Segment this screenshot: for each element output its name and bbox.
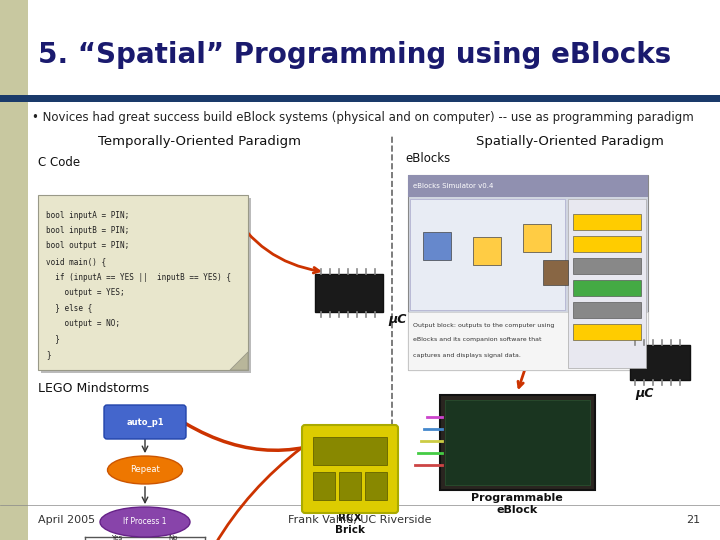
Bar: [339, 472, 361, 500]
Bar: [473, 237, 501, 265]
Text: Temporally-Oriented Paradigm: Temporally-Oriented Paradigm: [99, 136, 302, 148]
Polygon shape: [230, 352, 248, 370]
Text: μC: μC: [388, 314, 406, 327]
Text: Spatially-Oriented Paradigm: Spatially-Oriented Paradigm: [476, 136, 664, 148]
Bar: [573, 302, 641, 318]
Bar: [573, 214, 641, 230]
Text: C Code: C Code: [38, 156, 80, 168]
Text: If Process 1: If Process 1: [123, 517, 167, 526]
Bar: [41, 198, 251, 373]
Text: μC: μC: [635, 388, 653, 401]
Bar: [445, 400, 590, 485]
FancyBboxPatch shape: [104, 405, 186, 439]
Text: RCX
Brick: RCX Brick: [335, 513, 365, 535]
Text: Frank Vahid, UC Riverside: Frank Vahid, UC Riverside: [288, 515, 432, 525]
Text: bool inputA = PIN;: bool inputA = PIN;: [46, 211, 130, 219]
Bar: [0, 0, 28, 540]
Bar: [573, 258, 641, 274]
Text: 21: 21: [686, 515, 700, 525]
Bar: [573, 280, 641, 296]
Bar: [573, 236, 641, 252]
Bar: [313, 472, 335, 500]
Text: eBlocks and its companion software that: eBlocks and its companion software that: [413, 338, 541, 342]
Text: bool inputB = PIN;: bool inputB = PIN;: [46, 226, 130, 235]
Bar: [0, 95, 720, 102]
Text: LEGO Mindstorms: LEGO Mindstorms: [38, 381, 149, 395]
Bar: [423, 232, 451, 260]
Bar: [410, 199, 565, 310]
Bar: [573, 324, 641, 340]
Text: eBlocks: eBlocks: [405, 152, 450, 165]
Bar: [440, 395, 595, 490]
Bar: [630, 345, 690, 380]
FancyBboxPatch shape: [302, 425, 398, 513]
Bar: [408, 175, 648, 197]
Bar: [408, 312, 648, 370]
Text: Output block: outputs to the computer using: Output block: outputs to the computer us…: [413, 322, 554, 327]
Bar: [313, 437, 387, 465]
Text: April 2005: April 2005: [38, 515, 95, 525]
Text: output = NO;: output = NO;: [46, 319, 120, 328]
Bar: [365, 472, 387, 500]
Bar: [315, 274, 383, 312]
Text: No: No: [168, 535, 178, 540]
Text: }: }: [46, 334, 60, 343]
Text: if (inputA == YES ||  inputB == YES) {: if (inputA == YES || inputB == YES) {: [46, 273, 231, 281]
Text: eBlocks Simulator v0.4: eBlocks Simulator v0.4: [413, 183, 493, 189]
Bar: [523, 224, 551, 252]
Bar: [568, 199, 646, 368]
Text: Programmable
eBlock: Programmable eBlock: [471, 493, 563, 515]
Text: 5. “Spatial” Programming using eBlocks: 5. “Spatial” Programming using eBlocks: [38, 41, 671, 69]
Text: Repeat: Repeat: [130, 465, 160, 475]
Bar: [38, 195, 248, 370]
Bar: [543, 260, 568, 285]
Text: bool output = PIN;: bool output = PIN;: [46, 241, 130, 251]
Text: void main() {: void main() {: [46, 257, 106, 266]
Text: Yes: Yes: [112, 535, 122, 540]
Ellipse shape: [100, 507, 190, 537]
Text: } else {: } else {: [46, 303, 92, 313]
Bar: [408, 175, 648, 370]
Text: auto_p1: auto_p1: [126, 417, 164, 427]
Text: • Novices had great success build eBlock systems (physical and on computer) -- u: • Novices had great success build eBlock…: [32, 111, 694, 125]
Text: }: }: [46, 350, 50, 359]
Ellipse shape: [107, 456, 182, 484]
Text: captures and displays signal data.: captures and displays signal data.: [413, 353, 521, 357]
Text: output = YES;: output = YES;: [46, 288, 125, 297]
